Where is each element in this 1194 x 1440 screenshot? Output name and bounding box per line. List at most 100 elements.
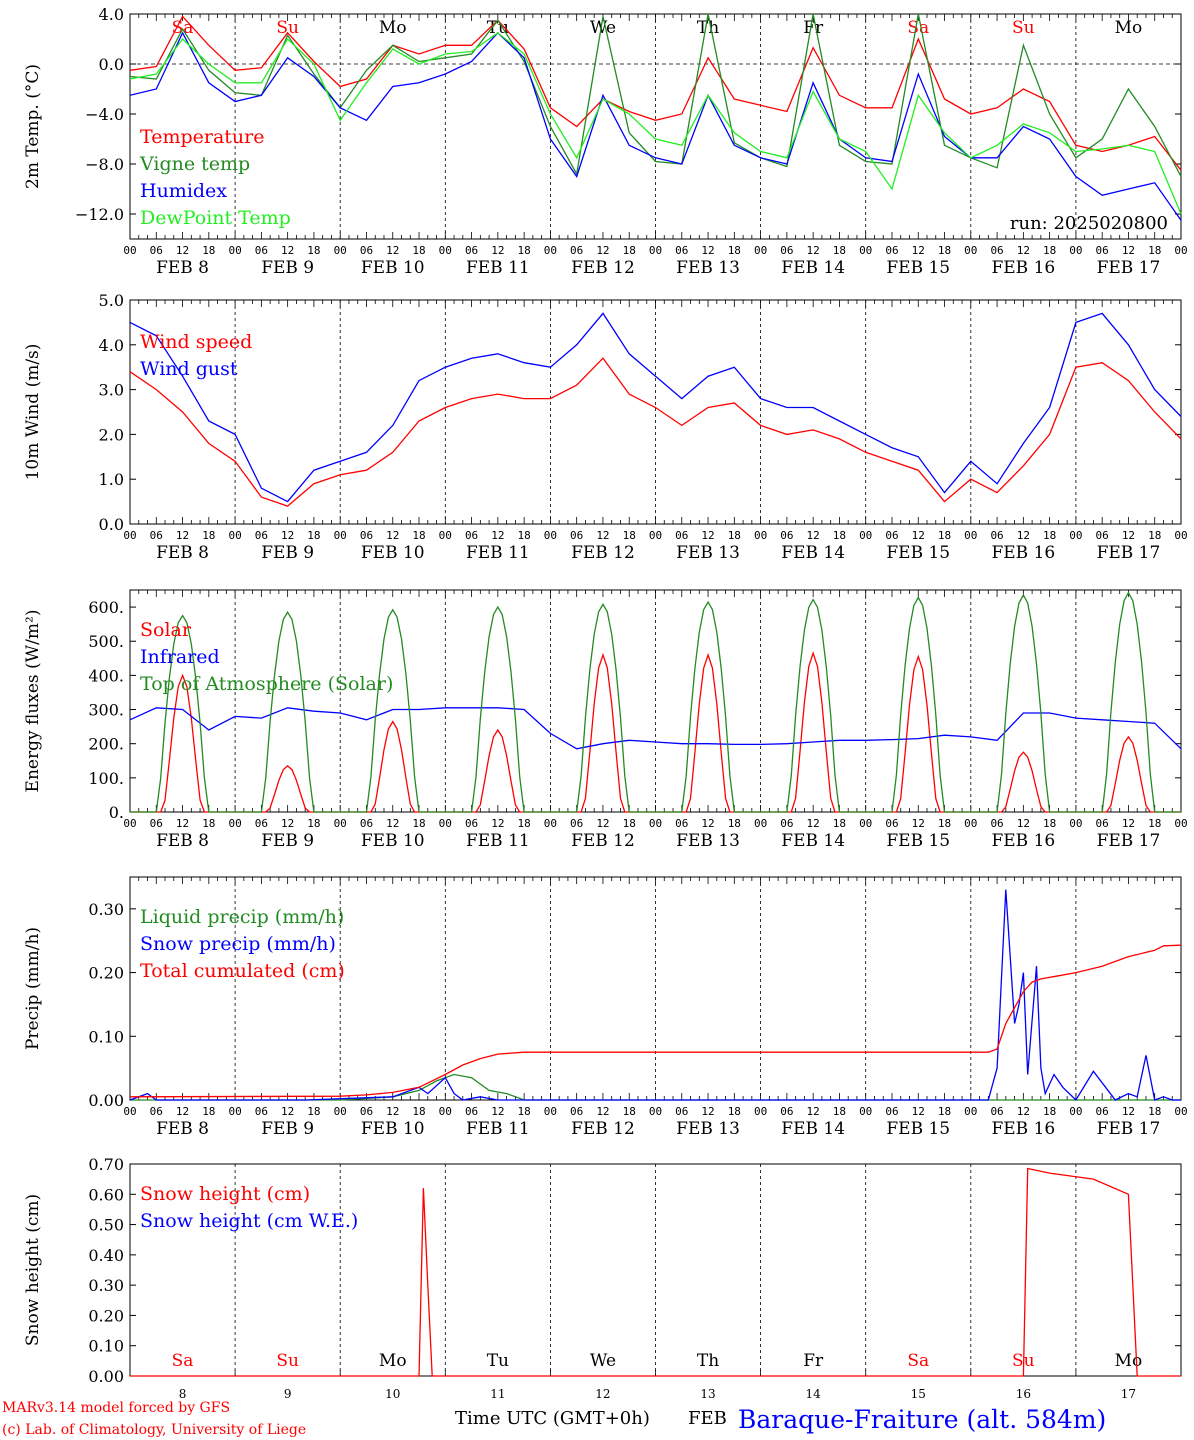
x-hour-label: 12 <box>701 1105 714 1118</box>
x-hour-label: 00 <box>123 817 136 830</box>
legend-entry: DewPoint Temp <box>140 207 291 229</box>
x-hour-label: 12 <box>176 817 189 830</box>
legend-entry: Total cumulated (cm) <box>140 960 345 982</box>
legend-entry: Humidex <box>140 180 227 202</box>
x-hour-label: 18 <box>518 1105 531 1118</box>
x-hour-label: 00 <box>859 1105 872 1118</box>
series-line-2 <box>129 889 1181 1102</box>
x-hour-label: 00 <box>123 244 136 257</box>
x-date-label: FEB 11 <box>466 831 530 851</box>
x-date-label: FEB 9 <box>261 831 314 851</box>
x-date-label: FEB 11 <box>466 1119 530 1139</box>
x-hour-label: 12 <box>807 1105 820 1118</box>
x-date-label: FEB 9 <box>261 1119 314 1139</box>
x-hour-label: 06 <box>780 1105 793 1118</box>
x-hour-label: 00 <box>439 817 452 830</box>
x-date-label: FEB 14 <box>781 831 845 851</box>
x-hour-label: 00 <box>859 817 872 830</box>
x-hour-label: 00 <box>1069 1105 1082 1118</box>
x-hour-label: 06 <box>465 529 478 542</box>
x-date-label: FEB 11 <box>466 543 530 563</box>
x-hour-label: 18 <box>307 529 320 542</box>
x-hour-label: 18 <box>1148 529 1161 542</box>
series-line-1 <box>129 357 1182 507</box>
y-axis-label: Precip (mm/h) <box>23 927 43 1050</box>
x-hour-label: 18 <box>623 1105 636 1118</box>
x-hour-label: 12 <box>1122 1105 1135 1118</box>
x-date-label: FEB 14 <box>781 543 845 563</box>
series-line-2 <box>129 312 1182 503</box>
x-hour-label: 00 <box>544 529 557 542</box>
y-tick-label: 200. <box>88 735 124 754</box>
x-hour-label: 06 <box>885 244 898 257</box>
y-tick-label: −8.0 <box>85 155 124 174</box>
x-hour-label: 00 <box>439 244 452 257</box>
y-tick-label: 500. <box>88 632 124 651</box>
x-date-label: FEB 8 <box>156 543 209 563</box>
x-hour-label: 00 <box>544 1105 557 1118</box>
x-hour-label: 18 <box>412 244 425 257</box>
day-of-week-label: Su <box>1012 18 1035 38</box>
x-hour-label: 00 <box>439 1105 452 1118</box>
x-date-label: FEB 16 <box>991 1119 1055 1139</box>
x-hour-label: 00 <box>544 817 557 830</box>
x-hour-label: 12 <box>912 817 925 830</box>
x-date-label: FEB 16 <box>991 831 1055 851</box>
x-hour-label: 12 <box>701 529 714 542</box>
x-hour-label: 06 <box>990 244 1003 257</box>
series-line-1 <box>129 15 1182 171</box>
x-hour-label: 06 <box>1096 1105 1109 1118</box>
x-hour-label: 06 <box>885 1105 898 1118</box>
x-day-number-label: 10 <box>385 1387 400 1401</box>
x-hour-label: 18 <box>728 529 741 542</box>
day-of-week-label: Tu <box>487 18 509 38</box>
x-hour-label: 18 <box>518 529 531 542</box>
day-of-week-label: Su <box>276 1351 299 1371</box>
x-hour-label: 00 <box>754 817 767 830</box>
x-hour-label: 18 <box>833 529 846 542</box>
series-line-1 <box>130 1167 1181 1377</box>
x-hour-label: 06 <box>150 529 163 542</box>
x-hour-label: 00 <box>754 529 767 542</box>
series-line-3 <box>129 31 1182 221</box>
x-hour-label: 12 <box>701 817 714 830</box>
x-hour-label: 18 <box>518 817 531 830</box>
x-day-number-label: 15 <box>911 1387 926 1401</box>
x-hour-label: 06 <box>990 1105 1003 1118</box>
x-hour-label: 18 <box>1043 529 1056 542</box>
x-hour-label: 18 <box>728 1105 741 1118</box>
series-line-2 <box>129 13 1182 177</box>
x-hour-label: 06 <box>360 1105 373 1118</box>
series-line-2 <box>129 707 1182 750</box>
y-tick-label: 0.60 <box>88 1185 124 1204</box>
x-date-label: FEB 13 <box>676 1119 740 1139</box>
x-hour-label: 12 <box>386 1105 399 1118</box>
x-hour-label: 06 <box>360 817 373 830</box>
x-hour-label: 00 <box>1069 817 1082 830</box>
y-tick-label: 0.50 <box>88 1216 124 1235</box>
y-tick-label: 0.00 <box>88 1367 124 1386</box>
x-hour-label: 00 <box>754 244 767 257</box>
x-hour-label: 06 <box>990 817 1003 830</box>
x-hour-label: 18 <box>412 529 425 542</box>
station-title: Baraque-Fraiture (alt. 584m) <box>738 1405 1106 1434</box>
y-tick-label: 1.0 <box>99 470 124 489</box>
x-hour-label: 06 <box>990 529 1003 542</box>
x-day-number-label: 14 <box>806 1387 822 1401</box>
x-hour-label: 12 <box>912 529 925 542</box>
x-hour-label: 18 <box>202 529 215 542</box>
day-of-week-label: Fr <box>803 18 824 38</box>
y-tick-label: −4.0 <box>85 105 124 124</box>
x-date-label: FEB 15 <box>886 1119 950 1139</box>
x-date-label: FEB 13 <box>676 258 740 278</box>
day-of-week-label: Sa <box>907 1351 929 1371</box>
x-hour-label: 18 <box>833 817 846 830</box>
x-hour-label: 18 <box>1043 244 1056 257</box>
x-hour-label: 06 <box>675 244 688 257</box>
x-date-label: FEB 12 <box>571 831 635 851</box>
x-hour-label: 00 <box>859 244 872 257</box>
x-date-label: FEB 14 <box>781 258 845 278</box>
